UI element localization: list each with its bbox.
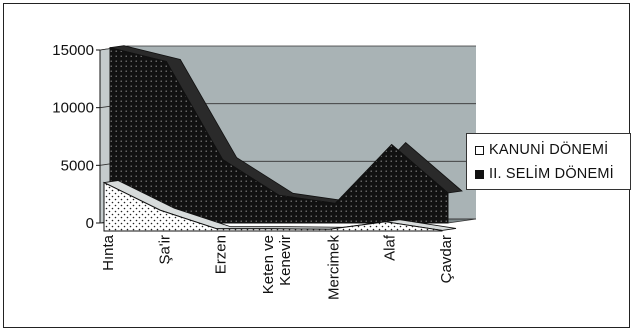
legend-label-series-2: II. SELİM DÖNEMİ: [489, 166, 614, 182]
y-tick-label-1: 5000: [61, 157, 94, 174]
x-tick-label-0: Hınta: [100, 234, 117, 271]
series-2-area: [109, 47, 449, 224]
legend-item-series-2: II. SELİM DÖNEMİ: [475, 166, 614, 182]
x-tick-label-1: Şa'ir: [156, 235, 173, 265]
legend-swatch-series-1: [475, 145, 484, 155]
gridline-3: [99, 45, 476, 51]
chart-legend: KANUNİ DÖNEMİ II. SELİM DÖNEMİ: [466, 133, 631, 190]
legend-item-series-1: KANUNİ DÖNEMİ: [475, 142, 608, 158]
x-tick-label-5: Alaf: [382, 234, 399, 261]
legend-swatch-series-2: [475, 169, 484, 179]
x-tick-label-6: Çavdar: [438, 235, 455, 283]
x-tick-label-4: Mercimek: [325, 235, 342, 301]
legend-label-series-1: KANUNİ DÖNEMİ: [489, 142, 609, 158]
y-tick-label-0: 0: [86, 215, 94, 232]
x-tick-label-2: Erzen: [213, 235, 230, 274]
x-tick-label-3: Keten veKenevir: [260, 235, 294, 294]
y-tick-label-2: 10000: [52, 100, 94, 117]
y-tick-label-3: 15000: [52, 42, 94, 59]
